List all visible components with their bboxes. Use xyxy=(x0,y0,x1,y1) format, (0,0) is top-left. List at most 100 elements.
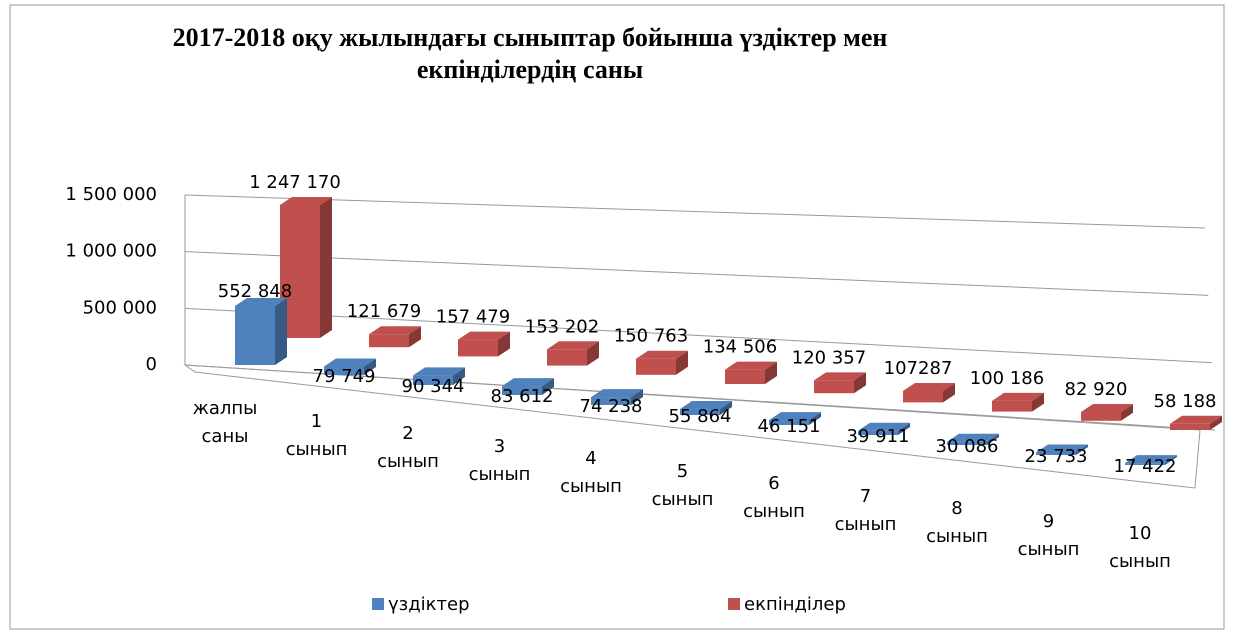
legend-label: екпінділер xyxy=(744,594,846,615)
bar xyxy=(992,400,1032,412)
bar xyxy=(769,420,809,425)
bar-side xyxy=(854,372,866,394)
data-label: 157 479 xyxy=(436,307,510,328)
bar-side xyxy=(765,361,777,384)
bar xyxy=(858,430,898,435)
bar-top xyxy=(591,389,643,398)
bar-top xyxy=(858,422,910,431)
bar-side xyxy=(320,196,332,338)
bar-side xyxy=(720,401,732,415)
bar-side xyxy=(987,433,999,445)
bar-top xyxy=(1125,455,1177,464)
bar-side xyxy=(898,422,910,435)
bar-top xyxy=(547,341,599,350)
bar-top xyxy=(458,331,510,340)
data-label: 90 344 xyxy=(402,376,465,397)
x-tick-label: 10 сынып xyxy=(1109,523,1171,572)
chart-title: 2017-2018 оқу жылындағы сыныптар бойынша… xyxy=(172,23,888,84)
bar-top xyxy=(502,378,554,387)
grid-line xyxy=(184,194,1206,229)
x-tick-label: 9 сынып xyxy=(1017,510,1080,560)
data-label: 30 086 xyxy=(936,436,999,457)
bar-side xyxy=(498,331,510,357)
y-tick-label: 1 000 000 xyxy=(65,241,157,262)
bar xyxy=(680,409,720,415)
bar xyxy=(502,386,542,395)
y-tick-label: 1 500 000 xyxy=(65,184,157,205)
bar-side xyxy=(1121,403,1133,421)
bar xyxy=(636,358,676,375)
bar-top xyxy=(947,433,999,442)
bar-top xyxy=(903,382,955,391)
bar xyxy=(591,397,631,405)
x-tick-label: 6 сынып xyxy=(743,473,805,522)
data-label: 39 911 xyxy=(847,426,910,447)
x-tick-label: 7 сынып xyxy=(834,485,897,535)
data-label: 552 848 xyxy=(218,281,292,302)
data-label: 1 247 170 xyxy=(249,172,341,193)
grid-line xyxy=(184,307,1212,364)
x-tick-label: 2 сынып xyxy=(377,423,439,472)
bar-top xyxy=(280,196,332,205)
bar xyxy=(324,366,364,375)
x-tick-label: жалпы саны xyxy=(192,398,258,447)
bar-top xyxy=(235,298,287,307)
data-label: 55 864 xyxy=(669,406,732,427)
data-label: 79 749 xyxy=(313,366,376,387)
bar xyxy=(1170,423,1210,430)
data-label: 153 202 xyxy=(525,316,599,337)
bar-side xyxy=(1032,392,1044,412)
bar-top xyxy=(992,392,1044,401)
data-label: 23 733 xyxy=(1025,446,1088,467)
bar-side xyxy=(809,412,821,425)
bar-top xyxy=(413,367,465,376)
data-label: 121 679 xyxy=(347,301,421,322)
bar-top xyxy=(680,401,732,410)
data-label: 107287 xyxy=(884,358,953,379)
data-label: 58 188 xyxy=(1154,391,1217,412)
bar xyxy=(369,334,409,348)
legend-swatch xyxy=(728,598,740,610)
bar-top xyxy=(369,326,421,335)
bar-top xyxy=(1081,403,1133,412)
bar xyxy=(1081,411,1121,421)
x-tick-label: 8 сынып xyxy=(926,498,988,547)
floor xyxy=(183,364,1201,489)
bar-side xyxy=(364,358,376,375)
y-tick-label: 500 000 xyxy=(83,297,157,318)
bar-top xyxy=(725,361,777,370)
bar-side xyxy=(1076,444,1088,455)
bar-side xyxy=(1165,455,1177,465)
bar-top xyxy=(636,350,688,359)
bar xyxy=(1036,452,1076,455)
bar-side xyxy=(275,298,287,365)
bar xyxy=(413,375,453,385)
bar xyxy=(947,441,987,445)
bar-top xyxy=(1036,444,1088,453)
legend-label: үздіктер xyxy=(388,594,470,615)
data-label: 46 151 xyxy=(758,416,821,437)
bar-side xyxy=(1210,415,1222,430)
bar-side xyxy=(453,367,465,385)
bar-side xyxy=(409,326,421,348)
bar-side xyxy=(631,389,643,405)
data-label: 150 763 xyxy=(614,326,688,347)
bar-top xyxy=(1170,415,1222,424)
y-tick-label: 0 xyxy=(146,354,157,375)
legend-swatch xyxy=(372,598,384,610)
bar xyxy=(235,306,275,365)
data-label: 134 506 xyxy=(703,337,777,358)
bar-side xyxy=(943,382,955,403)
data-label: 120 357 xyxy=(792,347,866,368)
bar-top xyxy=(814,372,866,381)
x-tick-label: 3 сынып xyxy=(468,435,531,485)
data-label: 82 920 xyxy=(1065,379,1128,400)
bar xyxy=(725,369,765,384)
x-tick-label: 1 сынып xyxy=(285,410,348,460)
bar xyxy=(458,339,498,357)
bar-side xyxy=(542,378,554,395)
x-tick-label: 4 сынып xyxy=(560,448,622,497)
bar-top xyxy=(324,358,376,367)
